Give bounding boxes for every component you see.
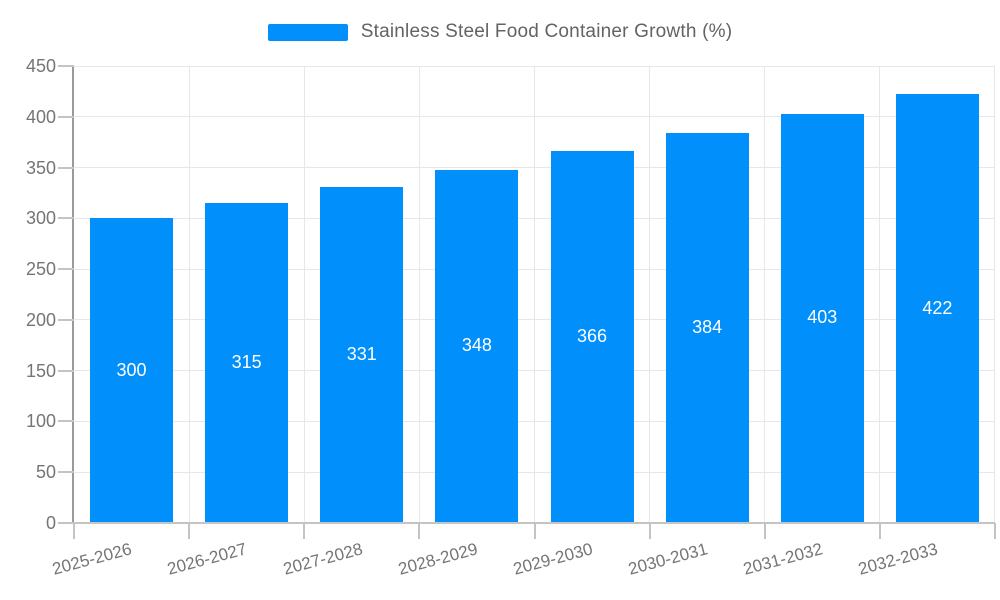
y-tick-label: 200: [25, 309, 56, 330]
x-axis-tick: [533, 523, 536, 539]
y-axis-tick: [58, 65, 74, 67]
y-tick-label: 0: [45, 513, 56, 533]
y-axis-tick: [58, 166, 74, 169]
bar-value-label: 366: [577, 326, 608, 347]
y-tick-label: 250: [25, 259, 56, 280]
x-axis-tick: [303, 523, 306, 539]
bar[interactable]: [90, 218, 174, 523]
bar[interactable]: [550, 151, 634, 523]
bar[interactable]: [435, 169, 519, 523]
legend-label: Stainless Steel Food Container Growth (%…: [360, 21, 733, 42]
y-axis-tick: [58, 369, 74, 372]
v-gridline: [879, 66, 881, 523]
y-axis-tick: [58, 318, 74, 321]
x-tick-label: 2031-2032: [741, 539, 825, 579]
x-axis-tick: [878, 523, 881, 539]
bar[interactable]: [205, 203, 289, 523]
x-tick-label: 2026-2027: [165, 539, 250, 579]
y-axis-tick: [58, 217, 74, 220]
plot-area: 300 2025-2026 315 2026-2027 331 2027-2028 348 2…: [50, 65, 995, 579]
y-tick-label: 100: [25, 411, 56, 432]
y-tick-label: 400: [25, 106, 56, 127]
y-axis-tick: [58, 115, 74, 118]
y-tick-label: 300: [25, 208, 56, 229]
y-tick-label: 450: [25, 56, 56, 76]
y-axis-tick: [58, 522, 74, 524]
v-gridline: [534, 66, 535, 523]
y-axis-tick: [58, 268, 74, 271]
x-tick-label: 2029-2030: [510, 539, 595, 579]
x-axis-tick: [763, 523, 766, 539]
bar[interactable]: [895, 94, 979, 523]
bar-value-label: 403: [807, 307, 838, 328]
bar-value-label: 300: [116, 359, 147, 380]
v-gridline: [303, 66, 305, 523]
bar[interactable]: [320, 186, 404, 523]
v-gridline: [764, 66, 766, 523]
bar-value-label: 384: [692, 317, 723, 337]
x-tick-label: 2030-2031: [626, 539, 710, 579]
legend-swatch: [267, 23, 348, 41]
bar-value-label: 422: [922, 297, 953, 318]
x-axis-tick: [648, 523, 651, 539]
v-gridline: [418, 66, 420, 523]
y-axis-line: [72, 66, 74, 523]
x-tick-label: 2027-2028: [280, 539, 365, 579]
x-axis-tick: [188, 523, 191, 539]
legend-item[interactable]: Stainless Steel Food Container Growth (%…: [0, 18, 1000, 46]
v-gridline: [993, 66, 995, 523]
y-tick-label: 150: [25, 360, 56, 381]
bar-value-label: 348: [461, 335, 492, 356]
bar-value-label: 315: [231, 352, 262, 373]
x-tick-label: 2032-2033: [856, 539, 940, 579]
y-tick-label: 350: [25, 157, 56, 178]
y-tick-label: 50: [35, 462, 56, 483]
bar-value-label: 331: [346, 343, 377, 364]
bar[interactable]: [780, 113, 864, 523]
x-tick-label: 2028-2029: [395, 539, 480, 579]
v-gridline: [649, 66, 651, 523]
x-axis-tick: [994, 523, 996, 539]
v-gridline: [188, 66, 190, 523]
y-axis-tick: [58, 420, 74, 423]
x-tick-label: 2025-2026: [50, 539, 134, 579]
bar[interactable]: [665, 133, 749, 523]
x-axis-tick: [418, 523, 421, 539]
y-axis-tick: [58, 471, 74, 474]
x-axis-tick: [73, 523, 75, 539]
